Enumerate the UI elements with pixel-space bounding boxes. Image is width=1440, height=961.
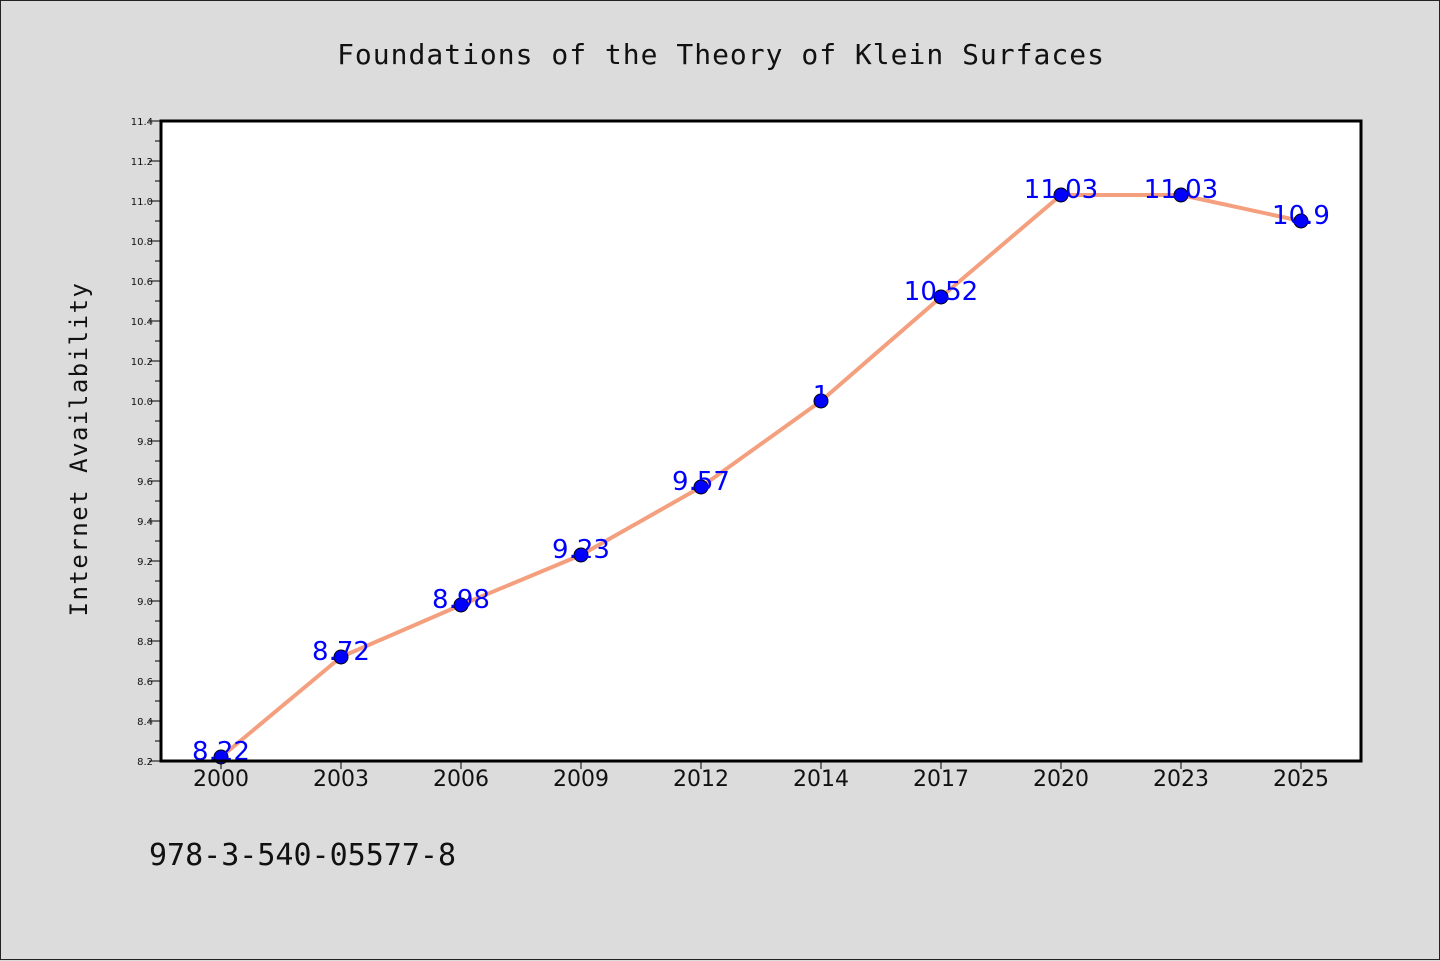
y-tick-label: 8.4 <box>137 717 153 728</box>
x-tick-label: 2009 <box>553 767 609 792</box>
data-label: 10.9 <box>1272 201 1330 231</box>
x-tick-label: 2006 <box>433 767 489 792</box>
plot-area <box>161 121 1361 761</box>
data-point <box>453 597 469 613</box>
plot-border <box>159 119 1363 763</box>
data-label: 9.23 <box>552 535 610 565</box>
data-label: 10.52 <box>904 277 978 307</box>
y-axis: 8.2 8.4 8.6 8.8 9.0 9.2 9.4 9.6 9.8 10.0 10.2 10.4 1… <box>131 117 161 768</box>
x-axis: 2000 2003 2006 2009 2012 2014 2017 2020 2023 2025 <box>193 761 1329 792</box>
series-line <box>219 193 1302 759</box>
data-point <box>813 393 829 409</box>
data-point <box>1053 187 1069 203</box>
data-label: 8.98 <box>432 585 490 615</box>
data-point <box>333 649 349 665</box>
y-tick-label: 9.6 <box>137 477 153 488</box>
x-tick-label: 2020 <box>1033 767 1089 792</box>
data-label: 9.57 <box>672 467 730 497</box>
x-tick-label: 2023 <box>1153 767 1209 792</box>
data-point <box>1293 213 1309 229</box>
y-tick-label: 8.8 <box>137 637 153 648</box>
y-tick-label: 9.0 <box>137 597 153 608</box>
data-label: 11.03 <box>1024 175 1098 205</box>
data-label: 8.72 <box>312 637 370 667</box>
y-tick-label: 10.0 <box>131 397 153 408</box>
y-tick-label: 8.6 <box>137 677 153 688</box>
y-tick-label: 11.2 <box>131 157 153 168</box>
data-point <box>573 547 589 563</box>
data-point <box>693 479 709 495</box>
data-point <box>933 289 949 305</box>
x-tick-label: 2014 <box>793 767 849 792</box>
y-tick-label: 9.4 <box>137 517 153 528</box>
chart-title: Foundations of the Theory of Klein Surfa… <box>337 38 1105 71</box>
y-tick-label: 9.2 <box>137 557 153 568</box>
x-tick-label: 2017 <box>913 767 969 792</box>
x-tick-label: 2012 <box>673 767 729 792</box>
y-tick-label: 10.8 <box>131 237 153 248</box>
x-tick-label: 2025 <box>1273 767 1329 792</box>
x-tick-label: 2000 <box>193 767 249 792</box>
x-tick-label: 2003 <box>313 767 369 792</box>
y-tick-label: 10.2 <box>131 357 153 368</box>
y-tick-label: 8.2 <box>137 757 153 768</box>
y-tick-label: 11.4 <box>131 117 153 128</box>
y-tick-label: 10.4 <box>131 317 153 328</box>
data-point <box>1173 187 1189 203</box>
y-tick-label: 9.8 <box>137 437 153 448</box>
data-label: 11.03 <box>1144 175 1218 205</box>
y-axis-label: Internet Availability <box>65 282 93 617</box>
data-label: 1 <box>813 381 830 411</box>
isbn-text: 978-3-540-05577-8 <box>149 838 456 873</box>
y-tick-label: 10.6 <box>131 277 153 288</box>
y-tick-label: 11.0 <box>131 197 153 208</box>
